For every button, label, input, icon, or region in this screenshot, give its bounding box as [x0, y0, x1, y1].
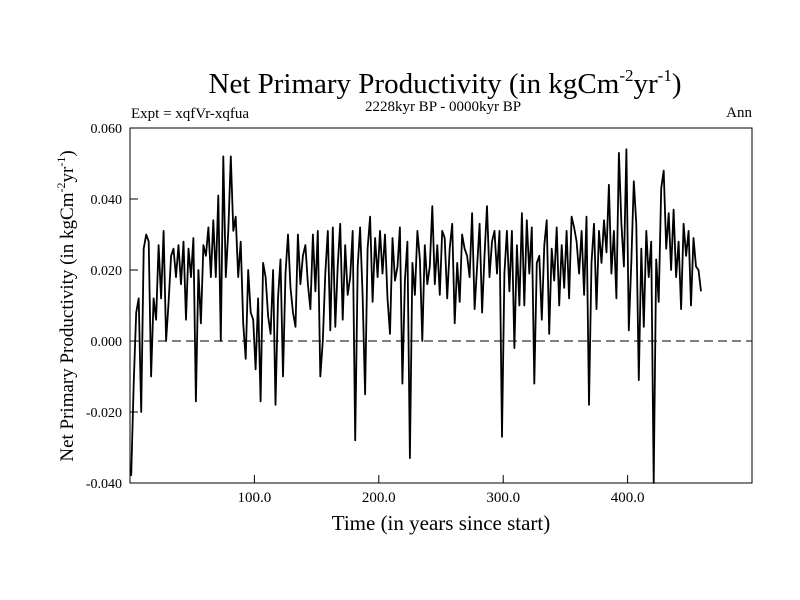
x-axis-label: Time (in years since start) [332, 511, 551, 535]
x-tick-label: 300.0 [486, 490, 520, 506]
chart-title: Net Primary Productivity (in kgCm-2yr-1) [209, 66, 682, 100]
y-tick-label: 0.000 [91, 335, 123, 350]
time-range-label: 2228kyr BP - 0000kyr BP [365, 99, 521, 115]
experiment-label: Expt = xqfVr-xqfua [131, 106, 249, 122]
x-axis: 100.0 200.0 300.0 400.0 [238, 475, 645, 506]
y-axis: -0.040 -0.020 0.000 0.020 0.040 0.060 [86, 122, 138, 492]
y-tick-label: -0.020 [86, 406, 122, 421]
y-tick-label: -0.040 [86, 477, 122, 492]
y-tick-label: 0.060 [91, 122, 123, 137]
season-label: Ann [726, 105, 752, 121]
x-tick-label: 200.0 [362, 490, 396, 506]
x-tick-label: 100.0 [238, 490, 272, 506]
plot-frame [129, 127, 753, 484]
npp-series-line [130, 148, 702, 484]
y-tick-label: 0.020 [91, 264, 123, 279]
y-tick-label: 0.040 [91, 193, 123, 208]
y-axis-label: Net Primary Productivity (in kgCm-2yr-1) [54, 150, 78, 461]
x-tick-label: 400.0 [611, 490, 645, 506]
